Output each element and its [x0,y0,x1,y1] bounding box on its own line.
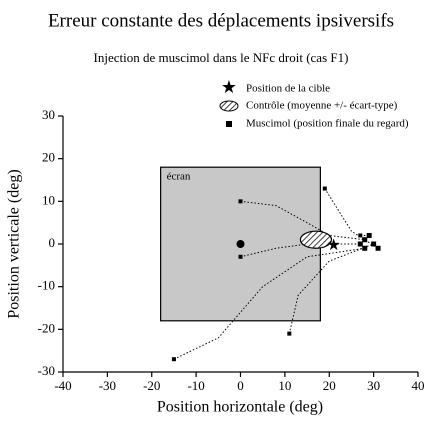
end-point [357,241,363,247]
start-point [287,331,292,336]
control-ellipse [299,230,333,249]
x-tick-label: -30 [99,378,116,393]
x-tick-label: 10 [278,378,291,393]
legend: ★ Position de la cible Contrôle (moyenne… [219,77,409,130]
trajectory [240,200,365,241]
target: ★ [327,237,341,254]
x-tick-label: -40 [54,378,71,393]
start-point [238,199,243,204]
legend-symbol [219,100,239,112]
start-point [358,233,363,238]
start-point [322,186,327,191]
x-tick-label: 30 [367,378,380,393]
screen-label: écran [167,171,191,183]
chart-subtitle: Injection de muscimol dans le NFc droit … [94,50,349,65]
legend-symbol: ★ [221,77,237,97]
trajectory [173,247,365,360]
y-axis-label: Position verticale (deg) [6,169,23,318]
y-tick-label: 0 [49,235,56,250]
end-point [371,241,377,247]
x-tick-label: -20 [143,378,160,393]
y-tick-label: 20 [42,150,55,165]
y-tick-label: -10 [38,278,55,293]
x-tick-label: -10 [187,378,204,393]
y-tick-label: 30 [42,107,55,122]
end-point [362,245,368,251]
x-tick-label: 40 [412,378,425,393]
legend-label: Muscimol (position finale du regard) [246,118,409,130]
trajectory [288,243,374,334]
fixation-point [236,240,245,248]
y-tick-label: -20 [38,320,55,335]
legend-symbol [226,121,232,127]
x-axis-label: Position horizontale (deg) [157,399,323,416]
legend-label: Position de la cible [246,83,330,95]
trajectory [240,243,361,258]
y-tick-label: 10 [42,192,55,207]
start-point [238,254,243,259]
end-point [375,245,381,251]
end-point [366,232,372,238]
start-point [171,357,176,362]
y-tick-label: -30 [38,363,55,378]
x-tick-label: 20 [323,378,336,393]
x-tick-label: 0 [237,378,244,393]
chart-title: Erreur constante des déplacements ipsive… [48,10,394,31]
end-point [362,237,368,243]
legend-label: Contrôle (moyenne +/- écart-type) [246,100,398,112]
